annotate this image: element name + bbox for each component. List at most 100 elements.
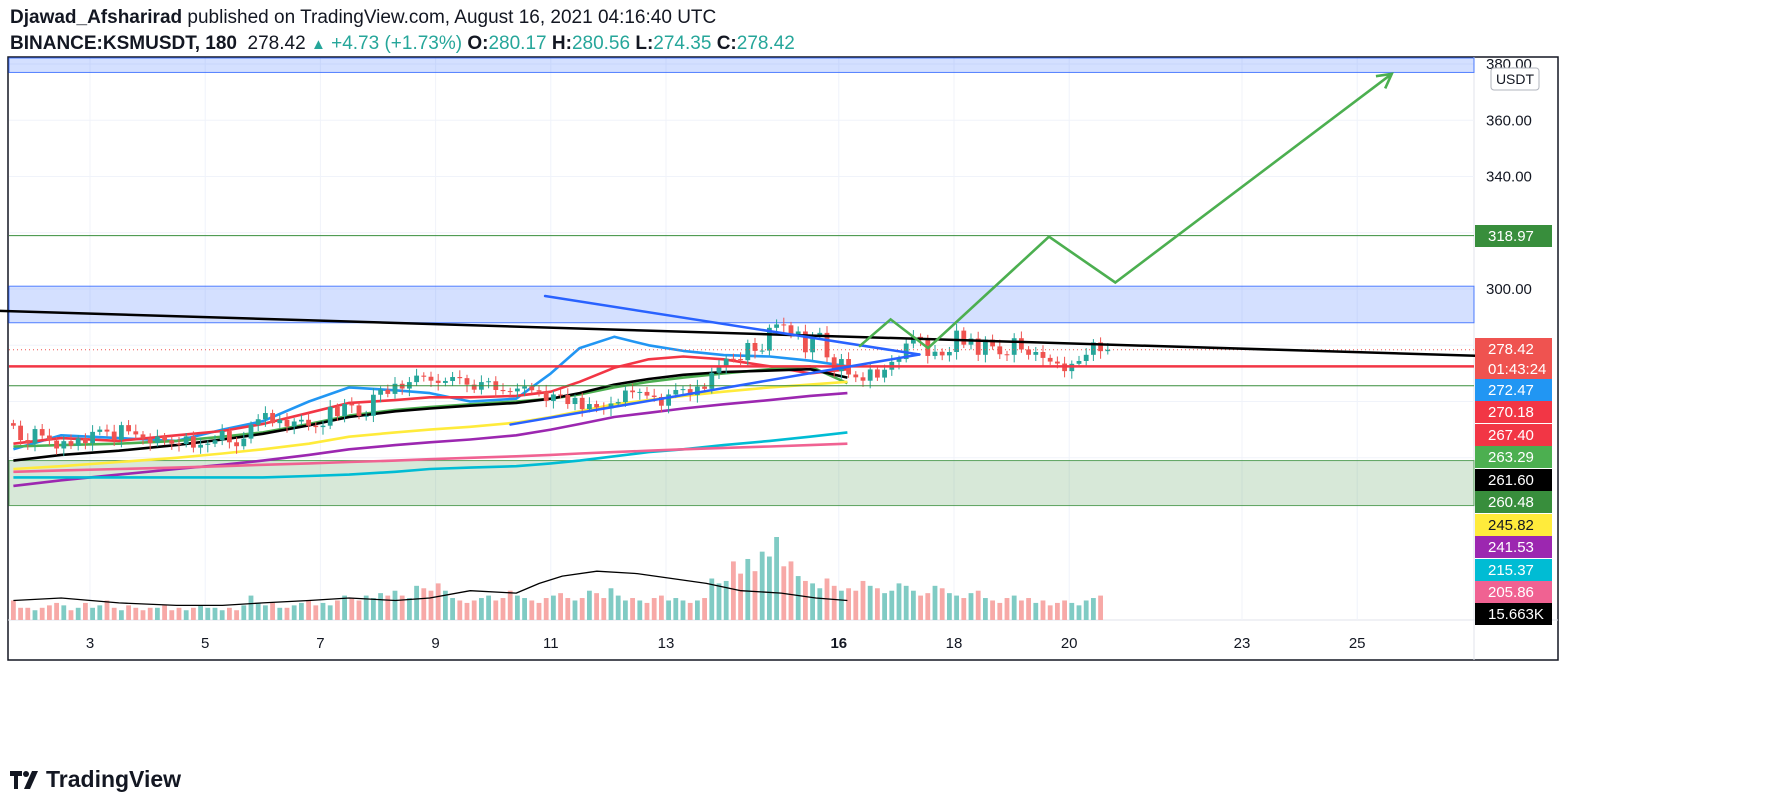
price-label-bg	[1475, 514, 1552, 536]
candle-body	[824, 332, 830, 358]
price-label: 15.663K	[1488, 606, 1544, 623]
candle-body	[529, 386, 535, 391]
volume-bar	[658, 595, 664, 620]
volume-bar	[572, 600, 578, 620]
close-label: C:	[716, 33, 737, 54]
volume-bar	[478, 598, 484, 620]
candle-body	[702, 386, 707, 389]
candle-body	[752, 343, 758, 351]
volume-bar	[687, 602, 693, 620]
candle-body	[874, 369, 880, 378]
volume-bar	[903, 585, 909, 620]
volume-bar	[702, 598, 707, 620]
candle-body	[723, 358, 729, 367]
volume-bar	[622, 600, 628, 620]
volume-bar	[334, 600, 340, 620]
volume-bar	[500, 598, 506, 620]
volume-bar	[176, 607, 182, 620]
author-name[interactable]: Djawad_Afsharirad	[10, 7, 183, 28]
projection-path[interactable]	[858, 72, 1393, 350]
candle-body	[867, 369, 873, 381]
volume-bar	[378, 593, 383, 620]
candle-body	[1083, 354, 1089, 361]
volume-bar	[90, 607, 95, 620]
volume-bar	[450, 598, 455, 620]
volume-bar	[990, 600, 995, 620]
candle-body	[687, 389, 693, 396]
volume-bar	[18, 607, 23, 620]
volume-bar	[601, 598, 607, 620]
candle-body	[82, 438, 88, 444]
price-label: 267.40	[1488, 427, 1534, 444]
price-label: 263.29	[1488, 449, 1534, 466]
volume-bar	[68, 610, 74, 620]
candle-body	[154, 436, 160, 444]
volume-bar	[291, 605, 297, 620]
candle-body	[637, 391, 643, 393]
candle-body	[306, 419, 311, 426]
candle-body	[212, 440, 218, 444]
axes[interactable]: 3 5 7 9 11 13 16 18 20 23 25380.00360.00340.00300.…	[86, 56, 1540, 652]
candle-body	[673, 389, 679, 395]
candle-body	[1040, 352, 1046, 358]
volume-bar	[982, 598, 988, 620]
x-tick-label: 11	[543, 635, 559, 652]
candle-body	[651, 395, 657, 397]
volume-bar	[522, 598, 527, 620]
candle-body	[97, 429, 103, 432]
volume-bar	[666, 600, 671, 620]
volume-bar	[853, 590, 859, 620]
triangle-upper[interactable]	[543, 294, 921, 356]
triangle-lower[interactable]	[509, 353, 921, 426]
candle-body	[608, 403, 614, 409]
publish-info: Djawad_Afsharirad published on TradingVi…	[10, 6, 716, 30]
volume-bar	[997, 602, 1003, 620]
candle-body	[313, 425, 319, 428]
volume-bar	[54, 602, 59, 620]
price-label: 245.82	[1488, 517, 1534, 534]
price-label: 278.42	[1488, 341, 1534, 358]
candle-body	[550, 394, 556, 401]
tradingview-footer[interactable]: TradingView	[10, 766, 181, 793]
volume-bar	[342, 595, 347, 620]
zones	[8, 57, 1475, 507]
black-trendline[interactable]	[0, 309, 1538, 359]
candle-body	[514, 388, 520, 392]
price-label-bg	[1475, 424, 1552, 446]
candle-body	[1098, 342, 1103, 352]
volume-bar	[673, 598, 679, 620]
candle-body	[147, 438, 153, 444]
volume-bar	[46, 605, 52, 620]
candle-body	[644, 391, 650, 396]
currency-badge[interactable]	[1490, 67, 1540, 91]
volume-bar	[493, 600, 499, 620]
price-label-bg	[1475, 338, 1552, 380]
drawings[interactable]	[0, 72, 1538, 426]
x-tick-label: 23	[1234, 635, 1251, 652]
close-value: 278.42	[736, 33, 795, 54]
candle-body	[982, 339, 988, 355]
volume-bar	[25, 607, 31, 620]
candle-body	[572, 397, 578, 405]
volume-ma	[13, 570, 848, 607]
volume-bar	[766, 556, 772, 620]
volume-bar	[234, 610, 239, 620]
volume-bar	[759, 551, 765, 620]
volume-bar	[860, 580, 866, 620]
symbol-name: BINANCE:KSMUSDT, 180	[10, 33, 237, 54]
price-label-bg	[1475, 581, 1552, 603]
publish-text: published on TradingView.com, August 16,…	[187, 7, 717, 28]
candle-body	[680, 389, 686, 391]
volume-bar	[421, 588, 427, 620]
candle-body	[435, 380, 441, 383]
volume-bar	[277, 607, 283, 620]
volume-bar	[529, 600, 535, 620]
candle-body	[730, 358, 736, 360]
volume-bar	[414, 585, 419, 620]
volume-bar	[543, 598, 549, 620]
volume-bar	[385, 595, 391, 620]
candle-body	[716, 366, 722, 373]
volume-bar	[219, 610, 225, 620]
price-label: 260.48	[1488, 494, 1534, 511]
